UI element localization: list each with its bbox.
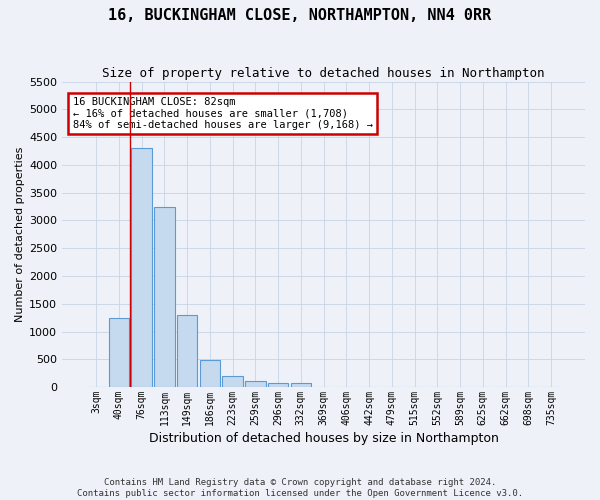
X-axis label: Distribution of detached houses by size in Northampton: Distribution of detached houses by size … (149, 432, 499, 445)
Bar (245, 381, 266, 387)
Text: 16, BUCKINGHAM CLOSE, NORTHAMPTON, NN4 0RR: 16, BUCKINGHAM CLOSE, NORTHAMPTON, NN4 0… (109, 8, 491, 22)
Text: 16 BUCKINGHAM CLOSE: 82sqm
← 16% of detached houses are smaller (1,708)
84% of s: 16 BUCKINGHAM CLOSE: 82sqm ← 16% of deta… (73, 97, 373, 130)
Bar (268, 382, 289, 387)
Bar (290, 383, 311, 387)
Bar (109, 318, 129, 387)
Bar (223, 376, 243, 387)
Bar (177, 315, 197, 387)
Bar (200, 360, 220, 387)
Bar (131, 148, 152, 387)
Text: Contains HM Land Registry data © Crown copyright and database right 2024.
Contai: Contains HM Land Registry data © Crown c… (77, 478, 523, 498)
Bar (154, 206, 175, 387)
Y-axis label: Number of detached properties: Number of detached properties (15, 146, 25, 322)
Title: Size of property relative to detached houses in Northampton: Size of property relative to detached ho… (103, 68, 545, 80)
